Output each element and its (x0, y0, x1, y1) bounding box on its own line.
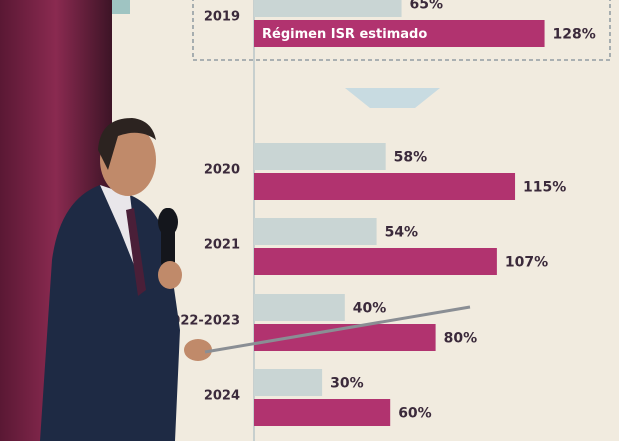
category-label: 2024 (204, 389, 240, 404)
bar (254, 218, 377, 245)
down-arrow (345, 88, 440, 108)
category-label: 2020 (204, 163, 240, 178)
value-label: 65% (410, 0, 444, 13)
bar (254, 20, 545, 47)
hand (158, 261, 182, 289)
hair (98, 118, 156, 170)
category-label: 2022-2023 (162, 314, 240, 329)
microphone-head (158, 208, 178, 236)
category-label: 2021 (204, 238, 240, 253)
value-label: 60% (398, 406, 432, 422)
value-label: 107% (505, 255, 548, 271)
bar (254, 294, 345, 321)
pointer (204, 305, 471, 354)
value-label: 115% (523, 180, 566, 196)
category-label: 2019 (204, 10, 240, 25)
value-label: 54% (385, 225, 419, 241)
shirt (100, 185, 140, 280)
bar (254, 173, 516, 200)
bar (254, 369, 323, 396)
suit (40, 185, 180, 441)
value-label: 80% (444, 331, 478, 347)
presenter (40, 118, 471, 441)
bar (254, 0, 402, 17)
bar (254, 248, 497, 275)
value-label: 128% (553, 27, 596, 43)
value-label: 58% (394, 150, 428, 166)
value-label: 40% (353, 301, 387, 317)
bar (254, 143, 386, 170)
value-label: 30% (330, 376, 364, 392)
panel-accent (112, 0, 130, 14)
highlight-box (192, 0, 611, 61)
series-label: Régimen ISR estimado (262, 27, 427, 42)
tie (126, 208, 146, 296)
bar (254, 399, 391, 426)
hand (184, 339, 212, 361)
